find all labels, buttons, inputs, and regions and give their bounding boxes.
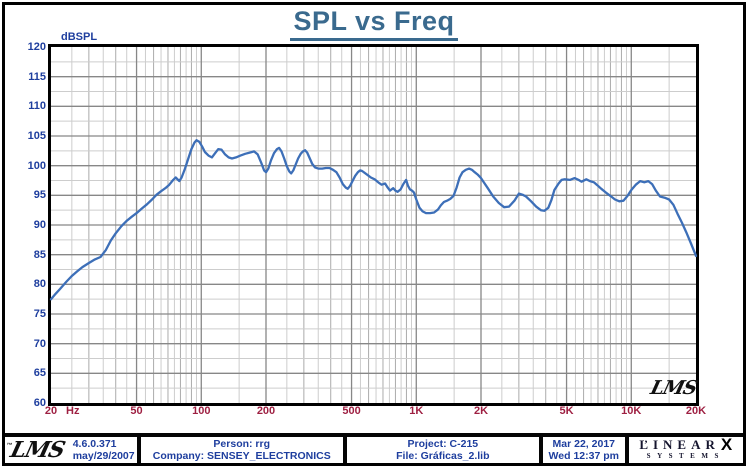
linearx-logo: ĽINEAR X SYSTEMS bbox=[639, 437, 733, 462]
linearx-subtitle: SYSTEMS bbox=[646, 451, 725, 460]
linearx-x: X bbox=[720, 437, 733, 454]
y-tick-label: 95 bbox=[33, 189, 46, 202]
lms-logo: ™ LMS bbox=[5, 437, 67, 463]
y-tick-label: 80 bbox=[33, 278, 46, 291]
x-tick-label: 10K bbox=[621, 405, 642, 417]
x-tick-label: 20 bbox=[44, 405, 58, 417]
y-tick-label: 85 bbox=[33, 248, 46, 261]
date-label: Mar 22, 2017 bbox=[552, 438, 615, 450]
y-tick-label: 115 bbox=[28, 70, 46, 83]
lms-watermark: LMS bbox=[648, 377, 699, 399]
y-tick-label: 100 bbox=[27, 159, 46, 172]
x-tick-label: 500 bbox=[342, 405, 361, 417]
status-cell-project: Project: C-215 File: Gráficas_2.lib bbox=[347, 437, 543, 463]
time-label: Wed 12:37 pm bbox=[548, 450, 619, 462]
status-cell-brand: ĽINEAR X SYSTEMS bbox=[629, 437, 743, 463]
y-tick-label: 105 bbox=[27, 130, 46, 142]
x-tick-label: 5K bbox=[559, 405, 574, 417]
status-cell-date: Mar 22, 2017 Wed 12:37 pm bbox=[543, 437, 629, 463]
person-label: Person: rrg bbox=[213, 438, 271, 450]
x-tick-label: 2K bbox=[473, 405, 489, 417]
status-bar: ™ LMS 4.6.0.371 may/29/2007 Person: rrg C… bbox=[5, 433, 743, 463]
company-label: Company: SENSEY_ELECTRONICS bbox=[152, 450, 331, 462]
x-tick-label: 100 bbox=[192, 405, 211, 417]
chart-title: SPL vs Freq bbox=[290, 6, 458, 41]
x-tick-label: 200 bbox=[256, 405, 276, 417]
y-tick-label: 60 bbox=[33, 397, 46, 409]
software-date: may/29/2007 bbox=[72, 450, 135, 462]
y-tick-label: 110 bbox=[28, 100, 46, 113]
spl-curve bbox=[49, 139, 698, 301]
linearx-name: ĽINEAR bbox=[639, 437, 720, 452]
y-tick-label: 65 bbox=[33, 367, 46, 380]
y-axis-unit-label: dBSPL bbox=[61, 31, 98, 43]
status-cell-version: ™ LMS 4.6.0.371 may/29/2007 bbox=[5, 437, 141, 463]
x-tick-label: 20K bbox=[685, 405, 707, 417]
y-tick-label: 90 bbox=[33, 219, 46, 231]
x-tick-label: 50 bbox=[130, 405, 143, 417]
y-tick-label: 120 bbox=[27, 41, 46, 53]
title-wrap: SPL vs Freq bbox=[0, 6, 748, 41]
x-axis-unit-label: Hz bbox=[66, 405, 80, 417]
project-label: Project: C-215 bbox=[407, 438, 479, 450]
status-cell-person: Person: rrg Company: SENSEY_ELECTRONICS bbox=[141, 437, 347, 463]
software-version: 4.6.0.371 bbox=[72, 438, 117, 450]
y-tick-label: 75 bbox=[33, 308, 46, 320]
y-tick-label: 70 bbox=[33, 337, 46, 350]
file-label: File: Gráficas_2.lib bbox=[396, 450, 490, 462]
x-tick-label: 1K bbox=[409, 405, 424, 417]
